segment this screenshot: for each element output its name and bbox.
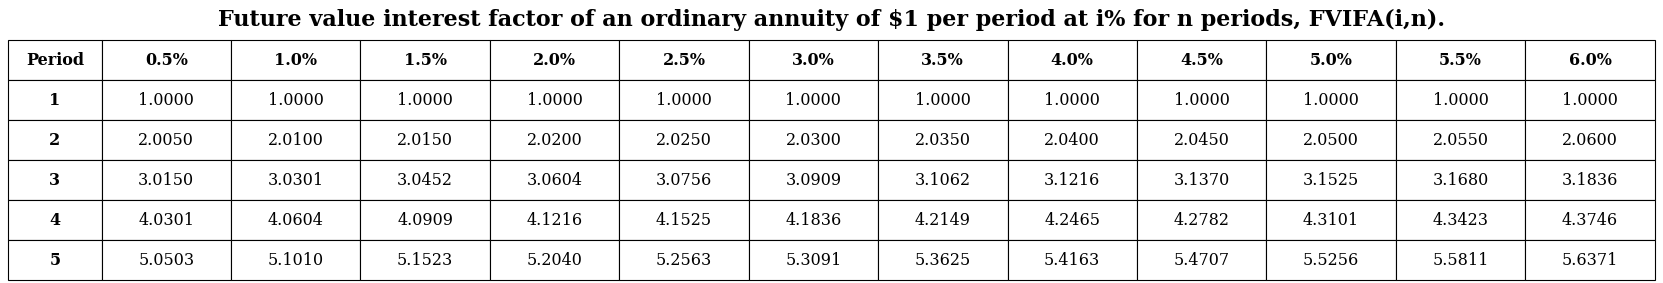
Text: 5: 5 bbox=[50, 252, 60, 269]
Text: 2: 2 bbox=[50, 132, 60, 149]
Text: 1.0000: 1.0000 bbox=[785, 91, 841, 109]
Text: 1.5%: 1.5% bbox=[404, 52, 447, 68]
Text: 5.3625: 5.3625 bbox=[915, 252, 971, 269]
Text: 2.0100: 2.0100 bbox=[268, 132, 324, 149]
Text: 5.4163: 5.4163 bbox=[1044, 252, 1101, 269]
Text: 2.0450: 2.0450 bbox=[1174, 132, 1229, 149]
Text: 5.0503: 5.0503 bbox=[138, 252, 195, 269]
Text: 2.0050: 2.0050 bbox=[138, 132, 195, 149]
Text: Future value interest factor of an ordinary annuity of $1 per period at i% for n: Future value interest factor of an ordin… bbox=[218, 9, 1445, 31]
Text: 2.0600: 2.0600 bbox=[1562, 132, 1618, 149]
Text: 5.4707: 5.4707 bbox=[1174, 252, 1229, 269]
Text: 3.1525: 3.1525 bbox=[1304, 171, 1359, 188]
Text: 3.0909: 3.0909 bbox=[785, 171, 841, 188]
Text: 4.0909: 4.0909 bbox=[397, 212, 452, 229]
Text: 5.1010: 5.1010 bbox=[268, 252, 324, 269]
Text: 2.5%: 2.5% bbox=[662, 52, 705, 68]
Text: 1.0000: 1.0000 bbox=[1432, 91, 1488, 109]
Text: 1.0000: 1.0000 bbox=[1174, 91, 1229, 109]
Text: 5.6371: 5.6371 bbox=[1562, 252, 1618, 269]
Text: 3.5%: 3.5% bbox=[921, 52, 965, 68]
Text: 3.0150: 3.0150 bbox=[138, 171, 195, 188]
Text: 1: 1 bbox=[50, 91, 60, 109]
Text: 1.0000: 1.0000 bbox=[1044, 91, 1101, 109]
Text: 2.0500: 2.0500 bbox=[1304, 132, 1359, 149]
Text: 3.0301: 3.0301 bbox=[268, 171, 324, 188]
Text: 0.5%: 0.5% bbox=[145, 52, 188, 68]
Text: 3.1370: 3.1370 bbox=[1174, 171, 1231, 188]
Text: 4.0%: 4.0% bbox=[1051, 52, 1094, 68]
Text: 5.5256: 5.5256 bbox=[1304, 252, 1359, 269]
Text: 2.0400: 2.0400 bbox=[1044, 132, 1101, 149]
Text: 5.2040: 5.2040 bbox=[527, 252, 582, 269]
Text: 2.0350: 2.0350 bbox=[915, 132, 971, 149]
Text: 6.0%: 6.0% bbox=[1568, 52, 1611, 68]
Text: 2.0150: 2.0150 bbox=[397, 132, 452, 149]
Text: 4.1525: 4.1525 bbox=[655, 212, 712, 229]
Text: 3.0604: 3.0604 bbox=[527, 171, 582, 188]
Text: 3.1836: 3.1836 bbox=[1562, 171, 1618, 188]
Text: 5.5%: 5.5% bbox=[1438, 52, 1482, 68]
Text: 3.1216: 3.1216 bbox=[1044, 171, 1101, 188]
Text: 1.0000: 1.0000 bbox=[268, 91, 324, 109]
Text: 5.5811: 5.5811 bbox=[1432, 252, 1488, 269]
Text: 3.0452: 3.0452 bbox=[397, 171, 452, 188]
Text: 1.0000: 1.0000 bbox=[527, 91, 582, 109]
Text: 5.1523: 5.1523 bbox=[397, 252, 454, 269]
Text: 4.0301: 4.0301 bbox=[138, 212, 195, 229]
Text: 5.2563: 5.2563 bbox=[655, 252, 712, 269]
Text: 3.1680: 3.1680 bbox=[1432, 171, 1488, 188]
Text: 1.0%: 1.0% bbox=[274, 52, 318, 68]
Text: 1.0000: 1.0000 bbox=[397, 91, 452, 109]
Text: 1.0000: 1.0000 bbox=[915, 91, 971, 109]
Text: 4.2782: 4.2782 bbox=[1174, 212, 1229, 229]
Text: 2.0250: 2.0250 bbox=[655, 132, 712, 149]
Text: 4: 4 bbox=[50, 212, 60, 229]
Text: 1.0000: 1.0000 bbox=[1562, 91, 1618, 109]
Text: 3.0%: 3.0% bbox=[792, 52, 835, 68]
Text: Period: Period bbox=[27, 52, 83, 68]
Text: 1.0000: 1.0000 bbox=[138, 91, 195, 109]
Text: 4.3101: 4.3101 bbox=[1304, 212, 1359, 229]
Text: 4.0604: 4.0604 bbox=[268, 212, 324, 229]
Text: 2.0200: 2.0200 bbox=[527, 132, 582, 149]
Text: 1.0000: 1.0000 bbox=[1304, 91, 1359, 109]
Text: 3.0756: 3.0756 bbox=[655, 171, 712, 188]
Text: 4.1836: 4.1836 bbox=[785, 212, 841, 229]
Text: 4.3423: 4.3423 bbox=[1432, 212, 1488, 229]
Text: 3: 3 bbox=[50, 171, 60, 188]
Text: 2.0300: 2.0300 bbox=[785, 132, 841, 149]
Text: 5.0%: 5.0% bbox=[1310, 52, 1352, 68]
Text: 3.1062: 3.1062 bbox=[915, 171, 971, 188]
Text: 4.1216: 4.1216 bbox=[527, 212, 582, 229]
Text: 2.0%: 2.0% bbox=[534, 52, 575, 68]
Text: 4.5%: 4.5% bbox=[1181, 52, 1222, 68]
Text: 5.3091: 5.3091 bbox=[785, 252, 841, 269]
Text: 2.0550: 2.0550 bbox=[1432, 132, 1488, 149]
Text: 1.0000: 1.0000 bbox=[655, 91, 712, 109]
Text: 4.3746: 4.3746 bbox=[1562, 212, 1618, 229]
Text: 4.2465: 4.2465 bbox=[1044, 212, 1101, 229]
Text: 4.2149: 4.2149 bbox=[915, 212, 971, 229]
